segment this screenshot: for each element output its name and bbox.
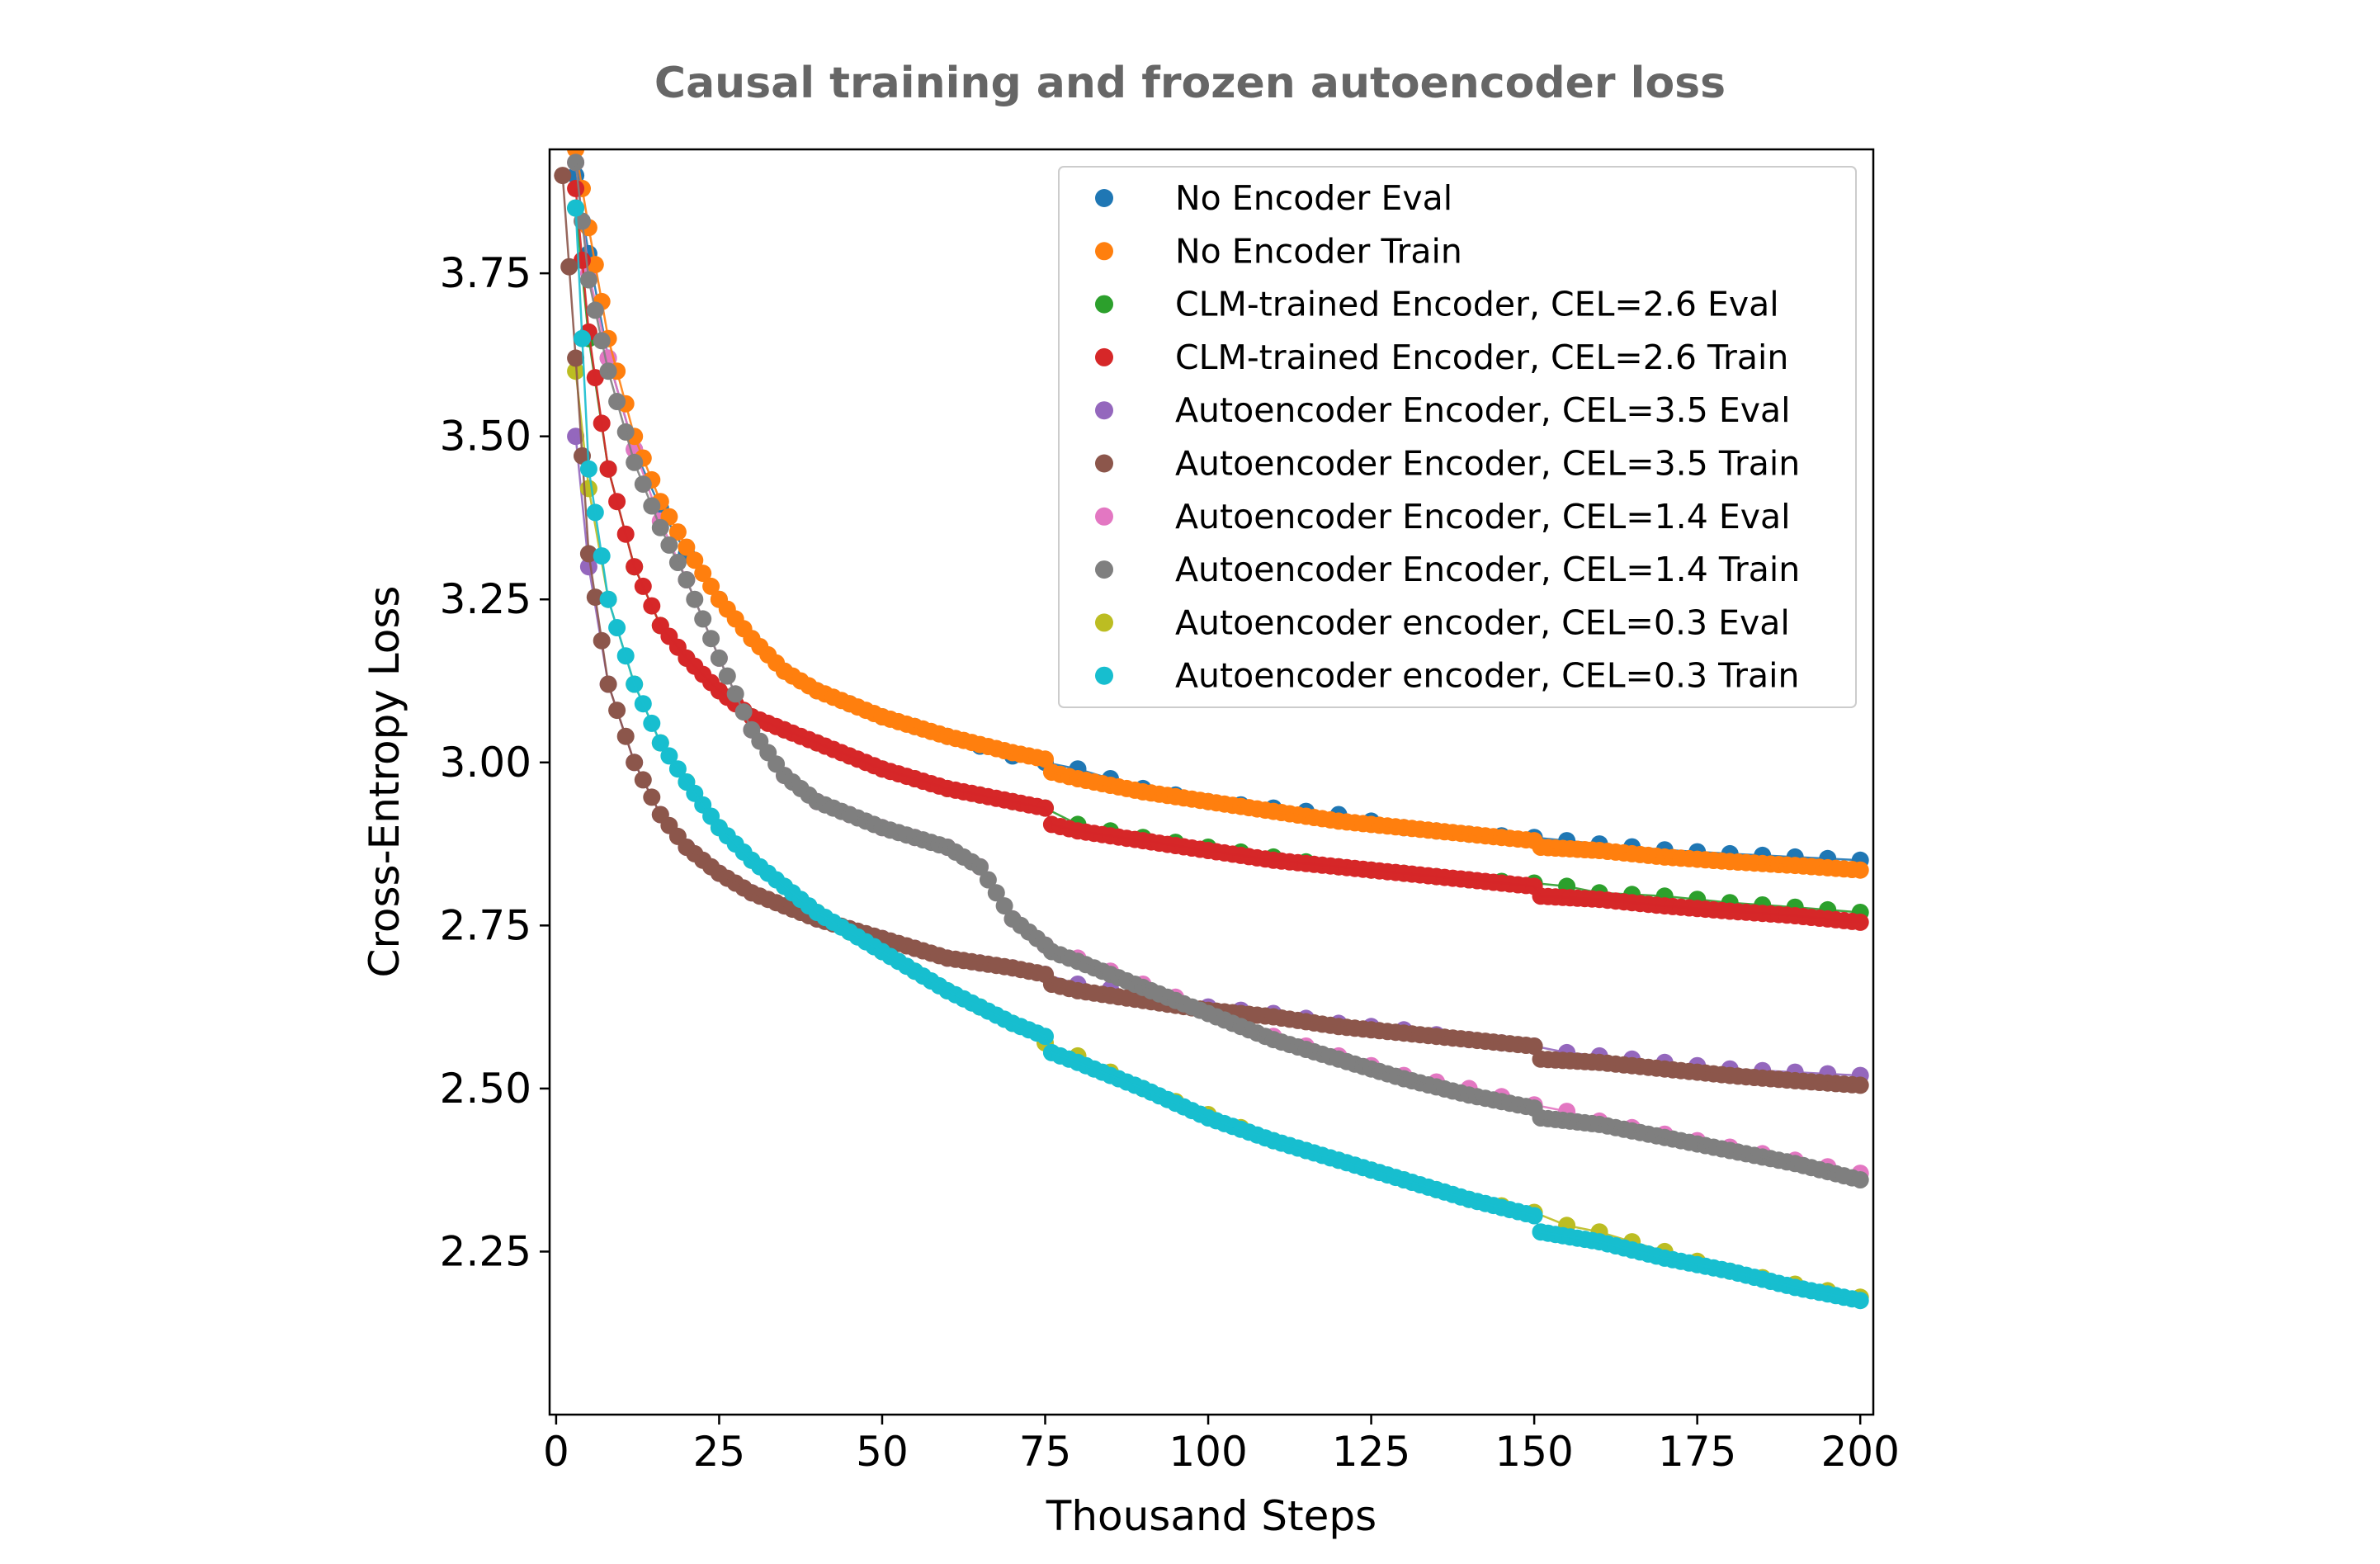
- series-line: [574, 149, 1861, 872]
- x-axis: 0 25 50 75 100 125 150 175 200: [543, 1415, 1900, 1476]
- legend-marker: [1095, 666, 1113, 685]
- plot-frame: [548, 148, 1875, 1416]
- legend: No Encoder Eval No Encoder Train CLM-train…: [1058, 166, 1857, 708]
- x-tick-label: 175: [1658, 1428, 1736, 1476]
- legend-entries: No Encoder Eval No Encoder Train CLM-train…: [1095, 178, 1800, 696]
- legend-marker: [1095, 347, 1113, 366]
- y-tick-label: 2.50: [440, 1065, 531, 1113]
- series-layer: [554, 149, 1869, 1310]
- legend-marker: [1095, 613, 1113, 632]
- legend-label: No Encoder Eval: [1175, 178, 1452, 218]
- legend-marker: [1095, 454, 1113, 473]
- legend-frame: [1058, 166, 1857, 708]
- legend-label: Autoencoder Encoder, CEL=3.5 Eval: [1175, 390, 1791, 430]
- legend-marker: [1095, 295, 1113, 314]
- legend-label: No Encoder Train: [1175, 231, 1462, 271]
- y-tick-label: 3.75: [440, 249, 531, 297]
- series-1: [567, 149, 1869, 879]
- x-tick-label: 125: [1332, 1428, 1410, 1476]
- chart-title: Causal training and frozen autoencoder l…: [654, 59, 1726, 108]
- series-line: [574, 162, 1861, 1181]
- x-tick-label: 50: [856, 1428, 909, 1476]
- y-tick-label: 2.25: [440, 1227, 531, 1275]
- legend-label: Autoencoder Encoder, CEL=3.5 Train: [1175, 444, 1800, 484]
- x-axis-label: Thousand Steps: [1046, 1492, 1377, 1540]
- legend-label: Autoencoder Encoder, CEL=1.4 Train: [1175, 550, 1800, 589]
- x-tick-label: 0: [543, 1428, 569, 1476]
- legend-marker: [1095, 242, 1113, 261]
- series-7: [567, 154, 1869, 1188]
- legend-marker: [1095, 401, 1113, 420]
- legend-label: CLM-trained Encoder, CEL=2.6 Eval: [1175, 285, 1779, 324]
- y-tick-label: 3.50: [440, 413, 531, 461]
- series-line: [574, 208, 1861, 1302]
- y-axis: 2.25 2.50 2.75 3.00 3.25 3.50 3.75: [440, 249, 550, 1275]
- plot-area: [554, 149, 1869, 1310]
- legend-label: CLM-trained Encoder, CEL=2.6 Train: [1175, 338, 1788, 377]
- x-tick-label: 200: [1820, 1428, 1899, 1476]
- legend-label: Autoencoder Encoder, CEL=1.4 Eval: [1175, 497, 1791, 536]
- x-tick-label: 150: [1495, 1428, 1573, 1476]
- series-9: [567, 199, 1869, 1310]
- legend-marker: [1095, 560, 1113, 579]
- x-tick-label: 25: [693, 1428, 746, 1476]
- x-tick-label: 100: [1169, 1428, 1247, 1476]
- y-tick-label: 3.25: [440, 575, 531, 623]
- y-tick-label: 3.00: [440, 739, 531, 787]
- legend-label: Autoencoder encoder, CEL=0.3 Eval: [1175, 602, 1790, 642]
- y-tick-label: 2.75: [440, 901, 531, 949]
- legend-marker: [1095, 507, 1113, 526]
- x-tick-label: 75: [1019, 1428, 1072, 1476]
- legend-marker: [1095, 189, 1113, 207]
- series-line: [561, 175, 1861, 1087]
- series-line: [574, 188, 1861, 924]
- legend-label: Autoencoder encoder, CEL=0.3 Train: [1175, 656, 1800, 696]
- y-axis-label: Cross-Entropy Loss: [361, 586, 408, 978]
